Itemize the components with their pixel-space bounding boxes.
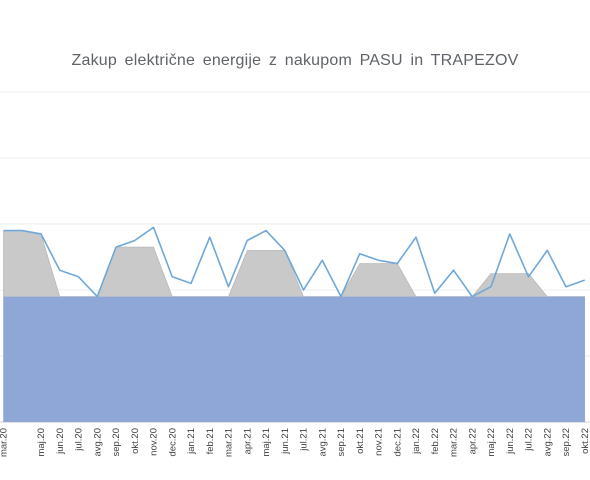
x-tick-label: avg.22 — [542, 428, 553, 457]
x-tick-label: sep.21 — [336, 428, 347, 457]
x-tick-label: dec.20 — [167, 428, 178, 457]
x-tick-label: maj.21 — [261, 428, 272, 457]
x-tick-label: nov.20 — [149, 428, 160, 456]
x-tick-label: jan.21 — [186, 428, 197, 455]
x-tick-label: mar.22 — [449, 428, 460, 457]
x-tick-label: sep.22 — [561, 428, 572, 457]
x-tick-label: dec.21 — [392, 428, 403, 457]
x-tick-label: maj.22 — [486, 428, 497, 457]
x-tick-label: nov.21 — [374, 428, 385, 456]
x-tick-label: jun.21 — [280, 428, 291, 455]
x-tick-label: okt.21 — [355, 428, 366, 454]
x-tick-label: jul.20 — [74, 428, 85, 452]
x-tick-label: mar.20 — [0, 428, 10, 457]
base-load-area — [3, 296, 585, 422]
x-tick-label: feb.21 — [205, 428, 216, 454]
x-tick-label: mar.21 — [224, 428, 235, 457]
x-tick-label: sep.20 — [111, 428, 122, 457]
x-tick-label: okt.22 — [580, 428, 590, 454]
x-tick-label: avg.20 — [92, 428, 103, 457]
consumption-line — [3, 226, 586, 298]
x-tick-label: feb.22 — [430, 428, 441, 454]
x-tick-label: jun.20 — [55, 428, 66, 455]
x-tick-label: okt.20 — [130, 428, 141, 454]
x-tick-label: jul.21 — [299, 428, 310, 452]
x-tick-label: jul.22 — [524, 428, 535, 452]
x-tick-label: maj.20 — [36, 428, 47, 457]
x-tick-label: apr.21 — [242, 428, 253, 454]
x-tick-label: apr.22 — [467, 428, 478, 454]
chart-title: Zakup električne energije z nakupom PASU… — [71, 52, 519, 69]
x-tick-label: jun.22 — [505, 428, 516, 455]
x-tick-label: jan.22 — [411, 428, 422, 455]
x-tick-label: avg.21 — [317, 428, 328, 457]
